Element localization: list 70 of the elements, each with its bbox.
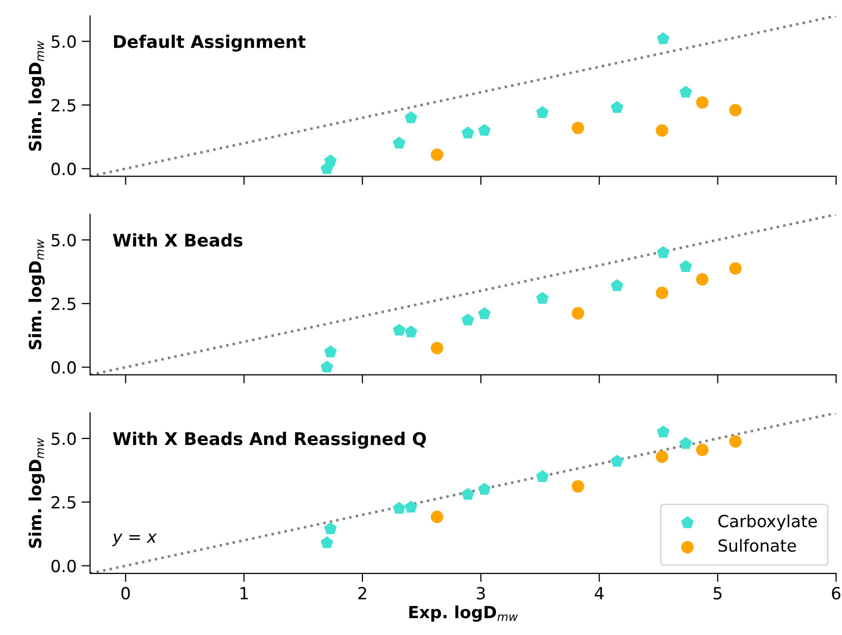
y-tick-label: 0.0 (51, 560, 76, 572)
point (679, 436, 692, 449)
y-tick-label: 5.0 (52, 432, 76, 445)
point (320, 536, 334, 548)
point (324, 345, 337, 358)
text: Default Assignment (114, 34, 306, 52)
point (656, 32, 670, 44)
y-tick-label: 2.5 (52, 298, 76, 310)
point (572, 122, 584, 134)
point (536, 470, 549, 482)
point (392, 136, 406, 149)
point (478, 482, 491, 495)
point (404, 325, 418, 338)
x-tick-label: 4 (594, 587, 604, 600)
y-tick-label: 5.0 (52, 35, 76, 48)
point (392, 502, 406, 514)
point (430, 148, 444, 161)
point (729, 104, 742, 116)
point (610, 454, 624, 467)
x-tick-label: 6 (832, 586, 840, 600)
point (696, 444, 709, 456)
y-tick-label: 0.0 (51, 162, 76, 176)
text: With X Beads (112, 233, 242, 247)
x-tick-label: 5 (714, 587, 722, 600)
point (320, 360, 334, 373)
point (679, 260, 692, 272)
point (462, 126, 474, 138)
y-tick-label: 2.5 (52, 98, 76, 112)
point (696, 96, 709, 109)
point (462, 314, 474, 326)
point (729, 262, 742, 275)
point (572, 307, 584, 320)
point (656, 246, 670, 258)
x-tick-label: 0 (121, 586, 130, 600)
point (430, 510, 444, 524)
point (656, 450, 668, 463)
point (572, 480, 584, 493)
legend-label: Sulfonate (718, 538, 796, 552)
y-tick-label: 2.5 (52, 496, 76, 509)
point (696, 273, 709, 286)
point (392, 324, 406, 336)
point (462, 488, 474, 500)
point (610, 279, 624, 292)
y-axis-title: Sim. logD$_{mw}$ (28, 438, 45, 548)
point (536, 292, 549, 304)
point (679, 86, 692, 98)
point (536, 106, 549, 118)
x-tick-label: 2 (358, 586, 366, 600)
point (729, 435, 742, 448)
point (404, 111, 418, 124)
y-axis-title: Sim. logD$_{mw}$ (28, 40, 45, 151)
annotation: y = x (112, 534, 157, 546)
point (324, 522, 337, 534)
x-tick-label: 3 (476, 586, 485, 600)
y-tick-label: 0.0 (51, 361, 76, 374)
point (656, 286, 668, 300)
point (478, 307, 491, 320)
text: With X Beads And Reassigned Q (112, 432, 426, 449)
x-axis-title: Exp. logD$_{mw}$ (409, 606, 518, 622)
y-axis-title: Sim. logD$_{mw}$ (28, 239, 45, 350)
point (656, 425, 670, 438)
point (324, 154, 337, 166)
point (610, 100, 624, 113)
y-tick-label: 5.0 (52, 234, 76, 246)
point (404, 500, 418, 513)
point (430, 342, 444, 354)
point (478, 124, 491, 136)
point (656, 124, 668, 137)
x-tick-label: 1 (240, 587, 248, 600)
legend-label: Carboxylate (718, 514, 817, 531)
